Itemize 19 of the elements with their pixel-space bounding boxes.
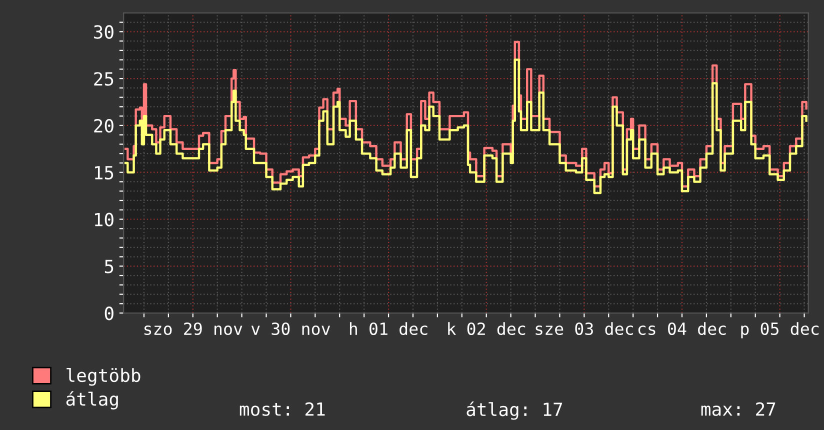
x-tick-label: v 30 nov [251, 322, 330, 336]
y-tick-label: 25 [94, 72, 114, 86]
x-tick-label: h 01 dec [350, 322, 428, 336]
y-tick-label: 20 [94, 118, 114, 133]
y-tick-label: 5 [104, 260, 114, 274]
x-tick-label: p 05 dec [741, 322, 819, 338]
y-tick-label: 30 [94, 25, 114, 39]
legend-label: legtöbb [66, 368, 140, 386]
x-tick-label: k 02 dec [448, 322, 526, 336]
x-tick-label: sze 03 dec [536, 322, 633, 336]
text: átlag: 17 [466, 401, 562, 420]
y-tick-label: 15 [95, 166, 114, 180]
text: most: 21 [240, 402, 325, 416]
y-tick-label: 10 [95, 212, 114, 226]
x-tick-label: szo 29 nov [144, 322, 242, 336]
x-tick-label: cs 04 dec [638, 322, 726, 336]
legend-label: átlag [66, 391, 118, 410]
y-tick-label: 0 [104, 306, 114, 320]
text: max: 27 [701, 402, 776, 416]
